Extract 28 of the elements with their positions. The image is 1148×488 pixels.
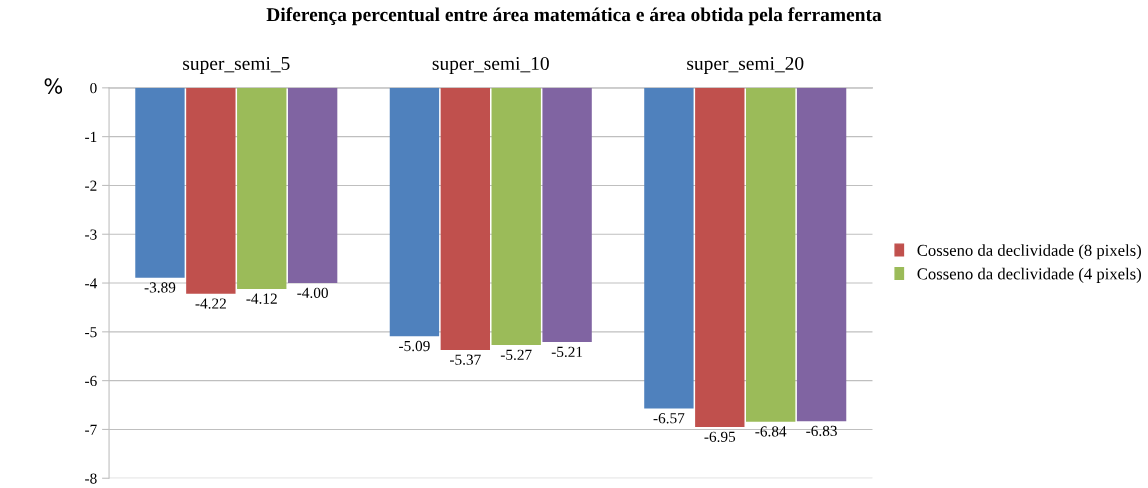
text: -4.00 bbox=[297, 287, 328, 299]
y-tick-label: 0 bbox=[90, 82, 97, 94]
legend-label: Cosseno da declividade (8 pixels) bbox=[917, 244, 1141, 260]
x-tick-label: super_semi_5 bbox=[183, 56, 290, 74]
legend-label: Cosseno da declividade (4 pixels) bbox=[917, 267, 1141, 283]
y-tick-label: -2 bbox=[85, 180, 97, 191]
y-tick-label: -5 bbox=[85, 327, 97, 338]
text: -6.95 bbox=[704, 431, 736, 442]
text: -6.57 bbox=[653, 413, 685, 424]
y-tick-label: -6 bbox=[85, 375, 97, 387]
text: -4.12 bbox=[246, 293, 277, 304]
chart-title: Diferença percentual entre área matemática e área obtida pela ferramenta bbox=[266, 7, 882, 26]
y-tick-label: -7 bbox=[85, 424, 97, 435]
y-axis-title: % bbox=[44, 78, 63, 94]
text: -5.37 bbox=[449, 354, 481, 365]
y-tick-label: -3 bbox=[85, 229, 97, 240]
text: -3.89 bbox=[144, 282, 176, 293]
text: -6.83 bbox=[806, 425, 837, 437]
y-tick-label: -1 bbox=[85, 131, 97, 142]
text: -5.21 bbox=[551, 346, 583, 358]
x-tick-label: super_semi_10 bbox=[432, 56, 549, 74]
text: -4.22 bbox=[195, 298, 226, 309]
text: -6.84 bbox=[755, 426, 787, 437]
y-tick-label: -4 bbox=[85, 278, 98, 289]
text: -5.09 bbox=[399, 340, 430, 352]
text: -5.27 bbox=[500, 349, 532, 360]
y-tick-label: -8 bbox=[85, 473, 97, 484]
x-tick-label: super_semi_20 bbox=[687, 56, 804, 74]
